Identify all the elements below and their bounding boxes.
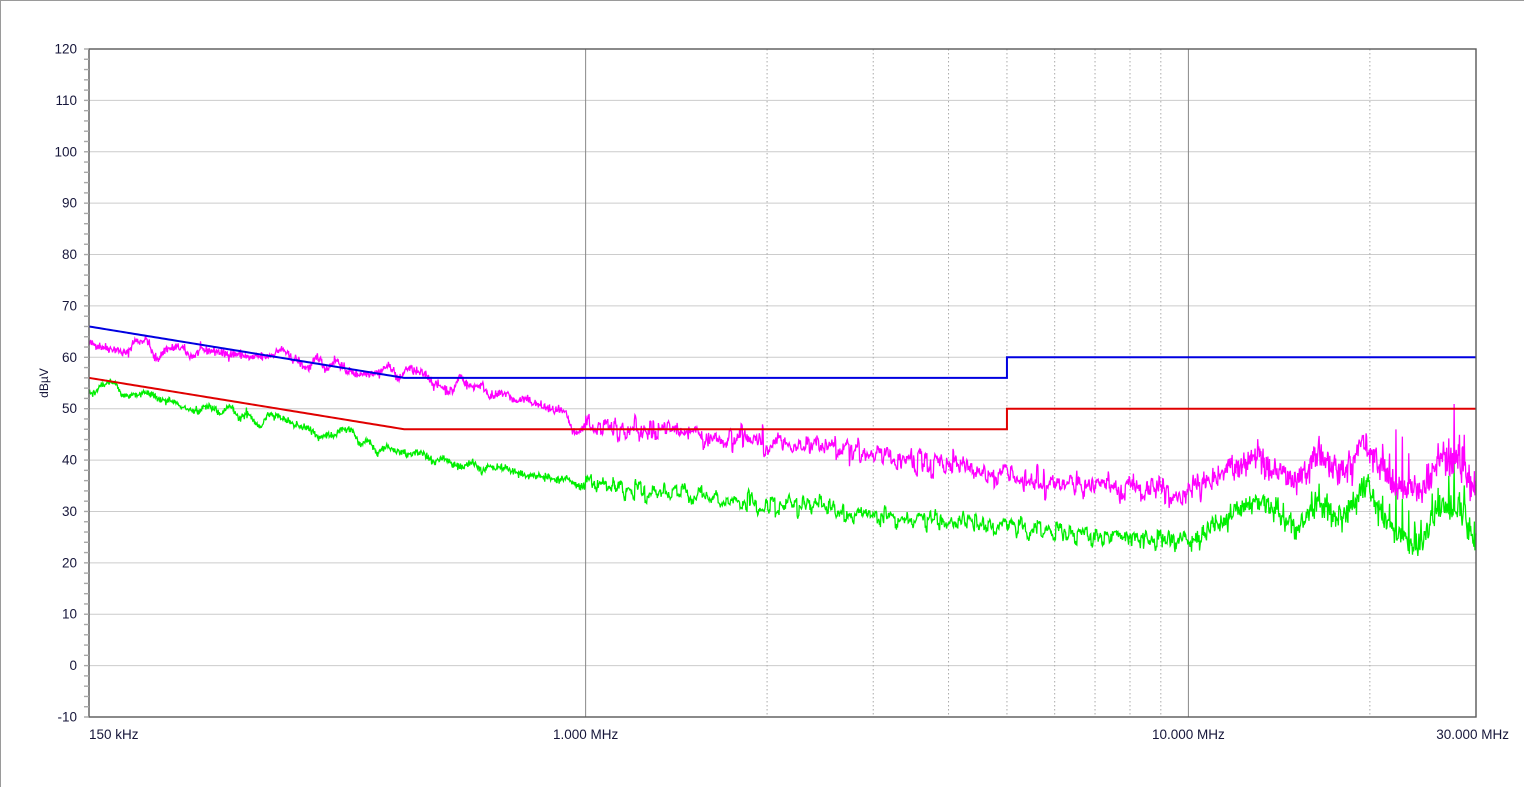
svg-text:110: 110 [55,93,77,108]
svg-text:0: 0 [69,658,77,673]
svg-text:60: 60 [62,350,77,365]
svg-text:20: 20 [62,555,77,570]
svg-text:90: 90 [62,196,77,211]
svg-text:dBµV: dBµV [37,368,51,398]
svg-text:80: 80 [62,247,77,262]
svg-text:1.000 MHz: 1.000 MHz [553,727,619,742]
svg-text:30.000 MHz: 30.000 MHz [1436,727,1509,742]
svg-text:-10: -10 [57,710,77,725]
svg-text:70: 70 [62,298,77,313]
svg-text:30: 30 [62,504,77,519]
svg-text:40: 40 [62,453,77,468]
svg-text:100: 100 [54,144,77,159]
svg-text:50: 50 [62,401,77,416]
svg-text:150 kHz: 150 kHz [89,727,139,742]
svg-text:120: 120 [54,42,77,57]
svg-text:10: 10 [62,607,77,622]
svg-text:10.000 MHz: 10.000 MHz [1152,727,1225,742]
